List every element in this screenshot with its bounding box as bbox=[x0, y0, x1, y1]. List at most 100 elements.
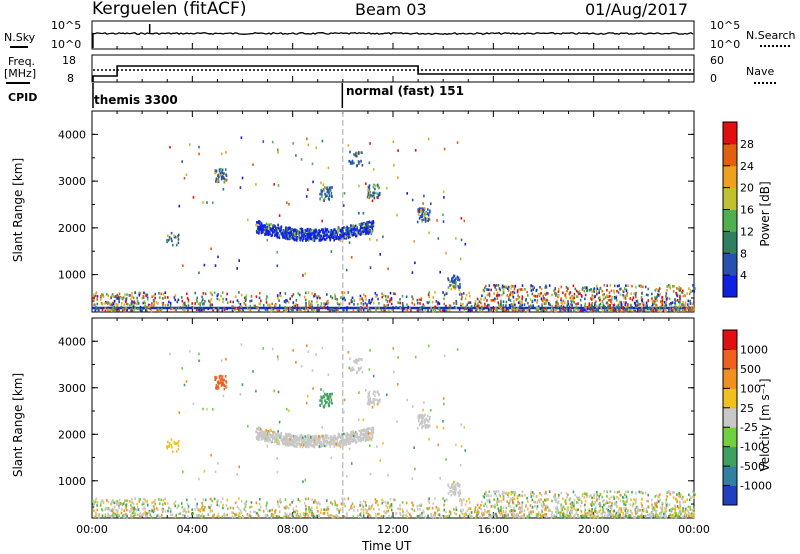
velocity-cell bbox=[594, 508, 596, 511]
velocity-cell bbox=[679, 507, 681, 510]
velocity-cell bbox=[131, 498, 133, 501]
velocity-cell bbox=[545, 515, 548, 518]
velocity-cell bbox=[224, 513, 226, 517]
power-cell bbox=[612, 307, 614, 311]
power-cell bbox=[287, 226, 289, 230]
velocity-cell bbox=[327, 513, 329, 517]
power-cell bbox=[323, 231, 326, 234]
power-cell bbox=[616, 284, 619, 288]
velocity-cell bbox=[464, 512, 466, 516]
power-cell bbox=[492, 298, 495, 302]
power-cell bbox=[284, 301, 287, 304]
velocity-cell bbox=[618, 512, 620, 515]
power-cell bbox=[151, 303, 154, 307]
velocity-cell bbox=[334, 503, 337, 507]
power-cell bbox=[372, 223, 374, 226]
power-cell bbox=[571, 303, 573, 307]
power-cell bbox=[196, 300, 198, 303]
power-cell bbox=[553, 289, 555, 292]
power-cell bbox=[191, 302, 193, 305]
velocity-cell bbox=[310, 438, 313, 442]
power-cell bbox=[292, 304, 295, 307]
velocity-cell bbox=[514, 490, 517, 494]
power-cell bbox=[544, 298, 546, 301]
power-cell bbox=[451, 279, 453, 283]
power-cell bbox=[449, 280, 451, 283]
power-cell bbox=[481, 309, 484, 313]
power-cell bbox=[237, 307, 240, 311]
power-cell bbox=[422, 202, 424, 205]
velocity-cell bbox=[438, 508, 441, 512]
power-cell bbox=[355, 234, 357, 238]
power-cell bbox=[280, 294, 282, 298]
velocity-cell bbox=[510, 492, 513, 496]
velocity-cell bbox=[646, 510, 648, 513]
power-cell bbox=[684, 294, 686, 297]
power-cell bbox=[352, 309, 355, 312]
velocity-cell bbox=[591, 501, 593, 505]
power-cell bbox=[688, 292, 691, 296]
velocity-cell bbox=[309, 510, 311, 514]
velocity-cell bbox=[365, 429, 367, 432]
power-cell bbox=[536, 299, 539, 302]
velocity-cell bbox=[507, 495, 510, 498]
power-cell bbox=[434, 291, 436, 294]
power-cell bbox=[277, 228, 279, 232]
power-cell bbox=[328, 186, 331, 190]
power-cell bbox=[323, 238, 326, 241]
velocity-cell bbox=[225, 504, 228, 507]
power-cell bbox=[453, 285, 455, 289]
power-cell bbox=[355, 152, 358, 155]
power-cell bbox=[369, 193, 372, 197]
power-cell bbox=[246, 307, 249, 310]
power-cell bbox=[693, 285, 695, 289]
velocity-cell bbox=[543, 503, 545, 506]
velocity-cell bbox=[146, 499, 148, 503]
velocity-cell bbox=[580, 499, 583, 503]
velocity-cell bbox=[539, 492, 541, 495]
power-cell bbox=[131, 300, 133, 303]
power-cell bbox=[566, 305, 569, 308]
velocity-cell bbox=[93, 509, 95, 512]
power-cell bbox=[562, 307, 564, 311]
power-cell bbox=[96, 295, 99, 298]
velocity-cell bbox=[567, 493, 569, 497]
power-cell bbox=[160, 292, 162, 296]
power-cell bbox=[443, 302, 445, 306]
power-cell bbox=[162, 297, 164, 300]
velocity-cell bbox=[686, 498, 688, 501]
power-cell bbox=[222, 300, 224, 304]
power-cell bbox=[370, 300, 372, 303]
velocity-cell bbox=[96, 508, 99, 512]
velocity-cell bbox=[537, 515, 539, 518]
power-cell bbox=[286, 299, 288, 303]
velocity-cell bbox=[117, 509, 119, 513]
velocity-cell bbox=[560, 503, 563, 506]
power-cell bbox=[378, 302, 380, 305]
velocity-cell bbox=[563, 513, 566, 517]
velocity-cell bbox=[362, 505, 364, 509]
velocity-cell bbox=[306, 440, 309, 444]
power-cell bbox=[453, 305, 456, 309]
velocity-cell bbox=[494, 503, 496, 507]
velocity-cell bbox=[216, 514, 219, 518]
velocity-cell bbox=[262, 434, 264, 437]
power-cell bbox=[343, 204, 345, 207]
power-cell bbox=[319, 197, 321, 200]
velocity-cell bbox=[334, 515, 336, 519]
power-cell bbox=[384, 309, 386, 312]
power-cell bbox=[555, 292, 558, 295]
power-cell bbox=[455, 306, 458, 310]
power-cell bbox=[507, 289, 510, 292]
velocity-cell bbox=[636, 511, 638, 514]
power-cell bbox=[177, 241, 180, 245]
velocity-cell bbox=[682, 495, 684, 499]
power-cell bbox=[304, 231, 307, 234]
velocity-cell bbox=[540, 515, 542, 518]
velocity-cell bbox=[530, 495, 533, 498]
velocity-cell bbox=[132, 515, 135, 518]
power-cell bbox=[214, 171, 216, 175]
power-cell bbox=[374, 187, 376, 191]
velocity-cell bbox=[278, 440, 280, 443]
velocity-cell bbox=[401, 501, 404, 504]
